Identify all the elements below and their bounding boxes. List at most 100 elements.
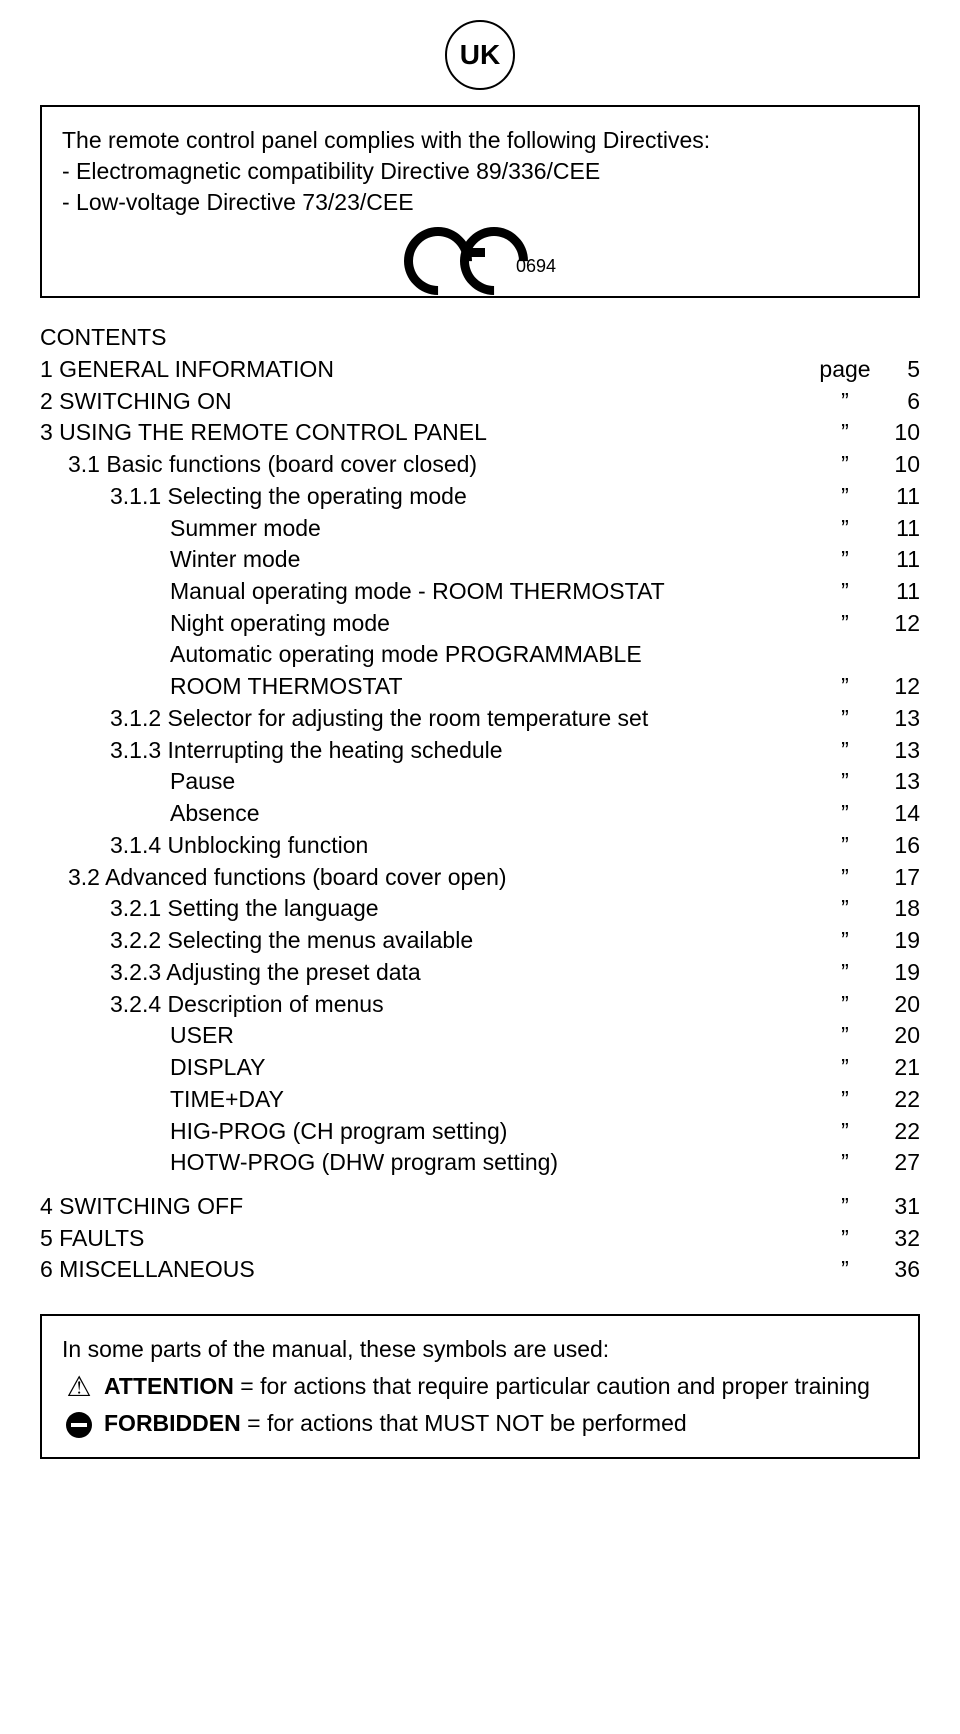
toc-page-col: ”12 [810, 608, 920, 640]
toc-row: 3.2 Advanced functions (board cover open… [40, 862, 920, 894]
toc-row: Summer mode”11 [40, 513, 920, 545]
compliance-box: The remote control panel complies with t… [40, 105, 920, 298]
toc-row: 3.1 Basic functions (board cover closed)… [40, 449, 920, 481]
symbol-forbidden-row: FORBIDDEN = for actions that MUST NOT be… [62, 1408, 898, 1439]
toc-page-number: 13 [880, 735, 920, 767]
toc-page-col: ”20 [810, 989, 920, 1021]
toc-row: 3.2.4 Description of menus”20 [40, 989, 920, 1021]
toc-row: Absence”14 [40, 798, 920, 830]
toc-label: Automatic operating mode PROGRAMMABLE [40, 639, 920, 671]
toc-ditto: ” [810, 1116, 880, 1148]
toc-label: Winter mode [40, 544, 810, 576]
toc-page-col: ”12 [810, 671, 920, 703]
toc-ditto: ” [810, 862, 880, 894]
toc-label: HOTW-PROG (DHW program setting) [40, 1147, 810, 1179]
toc-page-number: 12 [880, 608, 920, 640]
toc-page-col: ”11 [810, 513, 920, 545]
toc-label: Pause [40, 766, 810, 798]
toc-ditto: ” [810, 608, 880, 640]
toc-label: 3.2 Advanced functions (board cover open… [40, 862, 810, 894]
toc-label: 3.1.2 Selector for adjusting the room te… [40, 703, 810, 735]
toc-label: 6 MISCELLANEOUS [40, 1254, 810, 1286]
toc-page-number: 20 [880, 1020, 920, 1052]
uk-badge: UK [445, 20, 515, 90]
toc-label: 1 GENERAL INFORMATION [40, 354, 810, 386]
toc-label: DISPLAY [40, 1052, 810, 1084]
toc-page-number: 31 [880, 1191, 920, 1223]
toc-row: 3.2.1 Setting the language”18 [40, 893, 920, 925]
toc-label: 3.2.2 Selecting the menus available [40, 925, 810, 957]
toc-row: 3.2.3 Adjusting the preset data”19 [40, 957, 920, 989]
toc-row: Automatic operating mode PROGRAMMABLE [40, 639, 920, 671]
toc-ditto: ” [810, 989, 880, 1021]
toc-page-col: ”11 [810, 481, 920, 513]
toc-page-number: 14 [880, 798, 920, 830]
toc-ditto: ” [810, 703, 880, 735]
toc-page-number: 11 [880, 481, 920, 513]
toc-page-number: 22 [880, 1116, 920, 1148]
toc-page-number: 12 [880, 671, 920, 703]
toc-page-number: 32 [880, 1223, 920, 1255]
contents-title: CONTENTS [40, 322, 920, 354]
toc-ditto: ” [810, 1254, 880, 1286]
toc-label: Manual operating mode - ROOM THERMOSTAT [40, 576, 810, 608]
toc-page-col: ”22 [810, 1116, 920, 1148]
toc-ditto: ” [810, 735, 880, 767]
compliance-line2: - Low-voltage Directive 73/23/CEE [62, 187, 898, 218]
toc-page-number: 11 [880, 544, 920, 576]
toc-page-col: ”13 [810, 766, 920, 798]
toc-page-number: 10 [880, 417, 920, 449]
toc-ditto: ” [810, 386, 880, 418]
warning-triangle-icon: ⚠ [62, 1371, 96, 1401]
attention-text: = for actions that require particular ca… [234, 1373, 870, 1399]
toc-ditto: ” [810, 1052, 880, 1084]
toc-row: Winter mode”11 [40, 544, 920, 576]
toc-page-col: ”13 [810, 703, 920, 735]
toc-page-number: 21 [880, 1052, 920, 1084]
ce-mark-row: 0694 [62, 222, 898, 282]
toc-row: HIG-PROG (CH program setting)”22 [40, 1116, 920, 1148]
toc-ditto: ” [810, 925, 880, 957]
attention-label: ATTENTION [104, 1373, 234, 1399]
toc-page-number: 13 [880, 703, 920, 735]
toc-ditto: ” [810, 576, 880, 608]
toc-page-col: ”31 [810, 1191, 920, 1223]
toc-label: Night operating mode [40, 608, 810, 640]
contents-block: CONTENTS 1 GENERAL INFORMATIONpage5 2 SWI… [40, 322, 920, 1286]
toc-page-col: ”21 [810, 1052, 920, 1084]
toc-ditto: ” [810, 417, 880, 449]
toc-page-col: ”10 [810, 417, 920, 449]
toc-row: 5 FAULTS”32 [40, 1223, 920, 1255]
toc-row: HOTW-PROG (DHW program setting)”27 [40, 1147, 920, 1179]
toc-page-number: 5 [880, 354, 920, 386]
toc-page-number: 36 [880, 1254, 920, 1286]
toc-row: DISPLAY”21 [40, 1052, 920, 1084]
toc-row: 3.2.2 Selecting the menus available”19 [40, 925, 920, 957]
toc-ditto: ” [810, 513, 880, 545]
toc-label: 2 SWITCHING ON [40, 386, 810, 418]
toc-page-number: 27 [880, 1147, 920, 1179]
toc-page-number: 17 [880, 862, 920, 894]
toc-page-number: 10 [880, 449, 920, 481]
toc-page-col: ”17 [810, 862, 920, 894]
toc-page-col: ”11 [810, 544, 920, 576]
toc-page-col: ”36 [810, 1254, 920, 1286]
toc-page-number: 22 [880, 1084, 920, 1116]
toc-row: ROOM THERMOSTAT”12 [40, 671, 920, 703]
toc-page-col: ”19 [810, 925, 920, 957]
toc-ditto: ” [810, 798, 880, 830]
toc-page-number: 16 [880, 830, 920, 862]
toc-label: 3.1.1 Selecting the operating mode [40, 481, 810, 513]
toc-ditto: page [810, 354, 880, 386]
toc-label: 3.1 Basic functions (board cover closed) [40, 449, 810, 481]
toc-ditto: ” [810, 830, 880, 862]
toc-page-col: ”13 [810, 735, 920, 767]
symbol-attention-row: ⚠ ATTENTION = for actions that require p… [62, 1371, 898, 1402]
toc-label: Absence [40, 798, 810, 830]
toc-ditto: ” [810, 449, 880, 481]
toc-label: 4 SWITCHING OFF [40, 1191, 810, 1223]
toc-row: 3.1.3 Interrupting the heating schedule”… [40, 735, 920, 767]
toc-page-number: 19 [880, 925, 920, 957]
toc-page-col: ”11 [810, 576, 920, 608]
toc-ditto: ” [810, 766, 880, 798]
